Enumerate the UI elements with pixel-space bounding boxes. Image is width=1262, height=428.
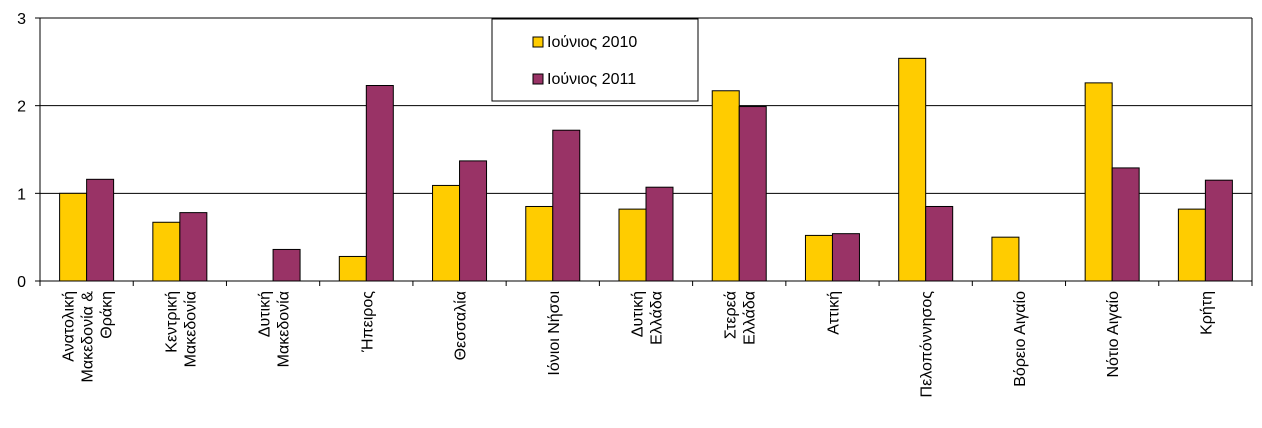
bar-series-2 — [925, 205, 954, 282]
legend: Ιούνιος 2010 Ιούνιος 2011 — [491, 18, 699, 102]
bar-series-1 — [432, 184, 461, 282]
bar-series-2 — [86, 178, 115, 282]
category-label: Ανατολική Μακεδονία & Θράκη — [61, 291, 116, 383]
bar-series-1 — [338, 255, 367, 282]
category-label-line: Βόρειο Αιγαίο — [1012, 291, 1029, 387]
bar-series-2 — [272, 248, 301, 282]
category-label-line: Ελλάδα — [649, 291, 666, 345]
category-label: Κεντρική Μακεδονία — [163, 291, 199, 367]
bar-series-2 — [738, 106, 767, 282]
bar-series-2 — [1111, 167, 1140, 282]
y-tick-label: 2 — [17, 99, 26, 116]
x-axis-labels: Ανατολική Μακεδονία & Θράκη Κεντρική Μακεδον… — [61, 291, 1216, 398]
bar-series-1 — [991, 236, 1020, 282]
bars — [59, 57, 1233, 282]
category-label-line: Θράκη — [99, 291, 116, 339]
bar-series-2 — [179, 212, 208, 282]
category-label: Δυτική Μακεδονία — [257, 291, 293, 367]
category-label-line: Κεντρική — [163, 291, 180, 353]
bar-series-2 — [831, 233, 860, 282]
category-label: Αττική — [825, 291, 842, 335]
category-label: Θεσσαλία — [453, 291, 470, 360]
category-label-line: Αττική — [825, 291, 842, 335]
category-label: Ήπειρος — [359, 291, 376, 353]
category-label-line: Ανατολική — [61, 291, 78, 362]
category-label-line: Δυτική — [257, 291, 274, 337]
bar-series-2 — [365, 85, 394, 282]
bar-series-1 — [59, 192, 88, 282]
bar-series-2 — [552, 129, 581, 282]
category-label-line: Ελλάδα — [742, 291, 759, 345]
y-tick-label: 1 — [17, 186, 26, 203]
y-tick-label: 3 — [17, 11, 26, 28]
category-label: Νότιο Αιγαίο — [1105, 291, 1122, 378]
category-label-line: Μακεδονία & — [80, 291, 97, 383]
category-label-line: Θεσσαλία — [453, 291, 470, 360]
legend-swatch — [532, 73, 544, 85]
bar-series-1 — [618, 208, 647, 282]
bar-series-1 — [525, 205, 554, 282]
category-label: Κρήτη — [1198, 291, 1215, 335]
category-label-line: Κρήτη — [1198, 291, 1215, 335]
legend-swatch — [532, 36, 544, 48]
category-label-line: Μακεδονία — [276, 291, 293, 367]
bar-series-1 — [898, 57, 927, 282]
category-label-line: Στερεά — [723, 291, 740, 339]
bar-series-1 — [152, 221, 181, 282]
category-label-line: Μακεδονία — [182, 291, 199, 367]
category-label-line: Ιόνιοι Νήσοι — [546, 291, 563, 376]
legend-label: Ιούνιος 2011 — [547, 71, 636, 88]
category-label: Ιόνιοι Νήσοι — [546, 291, 563, 376]
category-label: Δυτική Ελλάδα — [630, 291, 666, 345]
bar-series-2 — [645, 186, 674, 282]
bar-series-1 — [1177, 208, 1206, 282]
category-label-line: Πελοπόννησος — [919, 291, 936, 398]
category-label: Πελοπόννησος — [919, 291, 936, 398]
legend-label: Ιούνιος 2010 — [547, 34, 637, 51]
legend-box — [491, 18, 699, 102]
category-label: Βόρειο Αιγαίο — [1012, 291, 1029, 387]
category-label-line: Δυτική — [630, 291, 647, 337]
category-label: Στερεά Ελλάδα — [723, 291, 759, 345]
axes — [35, 17, 1253, 286]
bar-series-1 — [1084, 82, 1113, 282]
bar-series-2 — [1204, 179, 1233, 282]
bar-series-1 — [804, 234, 833, 282]
category-label-line: Νότιο Αιγαίο — [1105, 291, 1122, 378]
bar-series-1 — [711, 90, 740, 282]
y-tick-label: 0 — [17, 274, 26, 291]
bar-series-2 — [459, 160, 488, 282]
category-label-line: Ήπειρος — [359, 291, 376, 353]
y-axis-ticks: 0 1 2 3 — [17, 11, 26, 291]
